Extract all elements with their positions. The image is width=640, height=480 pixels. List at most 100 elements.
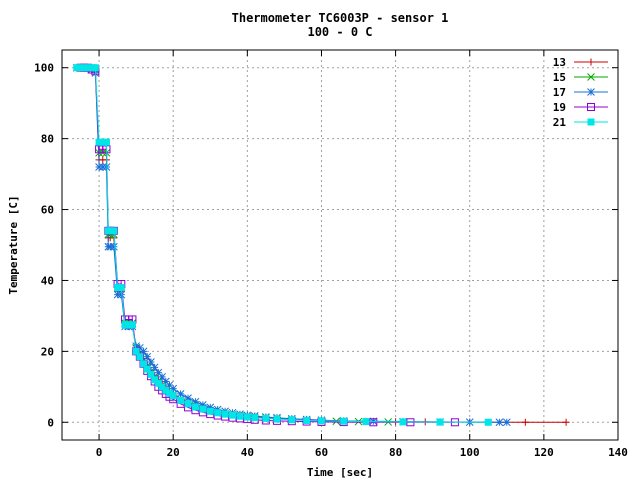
data-point xyxy=(147,370,155,378)
y-tick-label: 20 xyxy=(41,345,54,358)
x-tick-label: 60 xyxy=(315,446,328,459)
x-tick-label: 0 xyxy=(96,446,103,459)
y-tick-label: 100 xyxy=(34,62,54,75)
x-tick-label: 100 xyxy=(460,446,480,459)
data-point xyxy=(243,413,251,421)
data-point xyxy=(117,284,125,292)
chart-subtitle: 100 - 0 C xyxy=(307,25,372,39)
data-point xyxy=(562,418,570,426)
data-point xyxy=(132,347,140,355)
data-point xyxy=(199,405,207,413)
data-point xyxy=(128,321,136,329)
data-point xyxy=(587,88,595,96)
data-point xyxy=(95,163,103,171)
legend-label: 19 xyxy=(553,101,566,114)
data-point xyxy=(262,414,270,422)
data-point xyxy=(303,417,311,424)
data-point xyxy=(229,411,237,419)
x-tick-label: 80 xyxy=(389,446,402,459)
data-point xyxy=(495,418,504,427)
chart-title: Thermometer TC6003P - sensor 1 xyxy=(232,11,449,25)
data-point xyxy=(84,64,92,72)
data-point xyxy=(117,290,126,299)
data-point xyxy=(95,138,103,146)
data-point xyxy=(114,284,122,292)
data-point xyxy=(113,290,122,299)
data-point xyxy=(125,321,133,329)
x-tick-label: 20 xyxy=(167,446,180,459)
x-tick-label: 120 xyxy=(534,446,554,459)
data-point xyxy=(136,353,144,361)
data-point xyxy=(121,321,129,329)
plot-series xyxy=(72,63,570,427)
y-axis-label: Temperature [C] xyxy=(7,195,20,294)
legend-label: 15 xyxy=(553,71,566,84)
data-point xyxy=(158,383,166,391)
data-point xyxy=(143,365,151,373)
data-point xyxy=(587,103,595,111)
data-point xyxy=(362,418,370,426)
data-point xyxy=(340,417,348,425)
data-point xyxy=(221,410,229,418)
data-point xyxy=(184,400,192,408)
data-point xyxy=(102,138,110,146)
data-point xyxy=(165,381,174,389)
data-point xyxy=(288,416,296,424)
y-tick-label: 0 xyxy=(47,416,54,429)
x-axis-label: Time [sec] xyxy=(307,466,373,479)
data-point xyxy=(99,138,107,146)
data-point xyxy=(399,418,407,426)
data-point xyxy=(198,401,207,409)
data-point xyxy=(176,390,185,398)
data-point xyxy=(139,347,148,356)
legend-label: 21 xyxy=(553,116,567,129)
y-tick-label: 60 xyxy=(41,204,54,217)
data-point xyxy=(169,384,178,393)
data-point xyxy=(106,227,114,235)
data-point xyxy=(587,118,595,126)
data-point xyxy=(587,73,595,81)
data-point xyxy=(73,64,81,72)
data-point xyxy=(140,360,148,368)
data-point xyxy=(77,64,85,72)
data-point xyxy=(273,415,281,423)
ticks: 0 20 40 60 80 100 120 140 0 20 40 60 80 100 xyxy=(34,50,628,459)
series-21 xyxy=(73,64,492,426)
data-point xyxy=(88,64,96,72)
data-point xyxy=(502,418,511,427)
data-point xyxy=(369,418,378,427)
data-point xyxy=(154,379,162,387)
data-point xyxy=(147,358,155,366)
data-point xyxy=(317,417,325,425)
data-point xyxy=(521,418,529,426)
plot-frame xyxy=(61,49,619,441)
data-point xyxy=(191,403,199,411)
data-point xyxy=(150,363,159,372)
data-point xyxy=(154,368,163,377)
data-point xyxy=(436,418,444,426)
x-tick-label: 140 xyxy=(608,446,628,459)
axes xyxy=(61,49,619,441)
data-point xyxy=(251,414,259,422)
data-point xyxy=(206,403,215,412)
data-point xyxy=(158,373,166,381)
data-point xyxy=(110,227,118,235)
data-point xyxy=(484,418,492,426)
data-point xyxy=(214,409,222,417)
data-point xyxy=(106,242,115,251)
data-point xyxy=(110,242,118,251)
data-point xyxy=(177,396,185,404)
data-point xyxy=(91,64,99,72)
data-point xyxy=(98,163,107,171)
data-point xyxy=(165,389,173,397)
data-point xyxy=(143,352,152,361)
x-tick-label: 40 xyxy=(241,446,254,459)
data-point xyxy=(80,64,88,72)
data-point xyxy=(184,394,192,403)
y-tick-label: 80 xyxy=(41,133,54,146)
legend-label: 17 xyxy=(553,86,566,99)
legend-label: 13 xyxy=(553,56,566,69)
y-tick-label: 40 xyxy=(41,274,54,287)
